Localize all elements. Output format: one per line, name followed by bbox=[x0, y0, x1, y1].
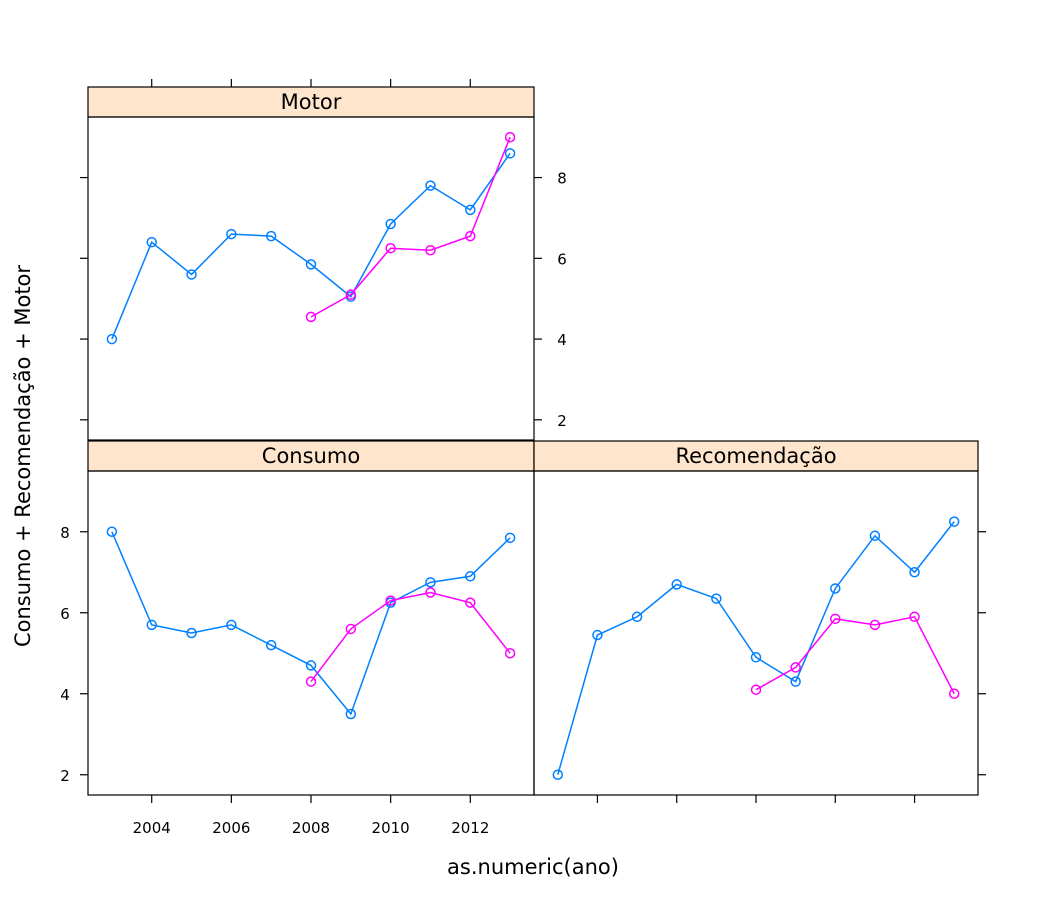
data-point bbox=[305, 259, 317, 270]
data-point bbox=[830, 613, 841, 625]
strip-bg bbox=[87, 440, 535, 472]
data-point bbox=[186, 627, 197, 639]
strip-label: Consumo bbox=[262, 444, 360, 468]
data-point bbox=[305, 311, 317, 323]
data-point bbox=[425, 244, 436, 256]
y-axis-title: Consumo + Recomendação + Motor bbox=[11, 265, 35, 647]
y-tick-label: 6 bbox=[60, 605, 70, 623]
x-tick-label: 2010 bbox=[372, 819, 410, 837]
series-line bbox=[755, 615, 955, 695]
data-point bbox=[711, 593, 722, 604]
x-tick-label: 2004 bbox=[133, 819, 171, 837]
series-line bbox=[310, 591, 511, 683]
data-point bbox=[869, 530, 881, 542]
data-point bbox=[186, 269, 197, 280]
data-point bbox=[750, 684, 762, 695]
panel-0: Consumo 2004 2006 2008 2010 2012 2 4 6 8 bbox=[60, 440, 535, 837]
x-tick-label: 2008 bbox=[292, 819, 330, 837]
panels-layer: Consumo 2004 2006 2008 2010 2012 2 4 6 8 Recomenda… bbox=[60, 79, 986, 837]
data-point bbox=[504, 648, 516, 659]
data-point bbox=[345, 623, 357, 635]
data-point bbox=[226, 619, 237, 631]
data-point bbox=[265, 639, 277, 651]
data-point bbox=[948, 688, 960, 699]
data-point bbox=[750, 652, 762, 663]
data-point bbox=[345, 708, 357, 720]
y-tick-label: 4 bbox=[557, 331, 567, 349]
series-line bbox=[557, 521, 955, 775]
data-point bbox=[504, 532, 516, 544]
data-point bbox=[631, 611, 643, 623]
x-tick-label: 2006 bbox=[212, 819, 250, 837]
strip-label: Motor bbox=[281, 90, 342, 114]
data-point bbox=[790, 662, 801, 673]
y-tick-label: 4 bbox=[60, 686, 70, 704]
data-point bbox=[425, 180, 436, 191]
strip-label: Recomendação bbox=[675, 444, 836, 468]
data-point bbox=[425, 577, 436, 588]
data-point bbox=[948, 516, 960, 527]
data-point bbox=[909, 567, 920, 578]
data-point bbox=[465, 204, 476, 216]
data-point bbox=[146, 236, 157, 248]
data-point bbox=[425, 587, 436, 598]
data-point bbox=[146, 619, 157, 631]
data-point bbox=[830, 583, 841, 594]
data-point bbox=[465, 571, 476, 582]
data-point bbox=[226, 228, 237, 240]
y-tick-label: 8 bbox=[60, 524, 70, 542]
data-point bbox=[465, 230, 476, 242]
strip-bg bbox=[87, 86, 535, 118]
panel-frame bbox=[87, 470, 535, 796]
series-line bbox=[310, 136, 511, 318]
x-axis-title: as.numeric(ano) bbox=[447, 855, 619, 879]
y-tick-label: 2 bbox=[557, 412, 567, 430]
data-point bbox=[305, 676, 317, 687]
data-point bbox=[465, 597, 476, 608]
series-line bbox=[111, 531, 511, 716]
data-point bbox=[385, 595, 396, 606]
data-point bbox=[106, 526, 118, 537]
panel-frame bbox=[87, 116, 535, 441]
data-point bbox=[671, 579, 682, 590]
data-point bbox=[265, 230, 277, 242]
data-point bbox=[869, 619, 881, 631]
data-point bbox=[385, 242, 396, 254]
data-point bbox=[504, 148, 516, 159]
data-point bbox=[790, 676, 801, 687]
data-point bbox=[106, 333, 118, 345]
data-point bbox=[385, 218, 396, 230]
y-tick-label: 8 bbox=[557, 170, 567, 188]
data-point bbox=[504, 131, 516, 143]
panel-1: Recomendação bbox=[533, 440, 986, 803]
data-point bbox=[552, 769, 564, 780]
y-tick-label: 6 bbox=[557, 250, 567, 268]
data-point bbox=[592, 629, 603, 641]
data-point bbox=[909, 611, 920, 623]
data-point bbox=[345, 289, 357, 300]
data-point bbox=[305, 660, 317, 671]
x-tick-label: 2012 bbox=[451, 819, 489, 837]
series-line bbox=[111, 152, 511, 340]
strip-bg bbox=[533, 440, 979, 472]
panel-2: Motor 2 4 6 8 bbox=[80, 79, 567, 441]
y-tick-label: 2 bbox=[60, 767, 70, 785]
